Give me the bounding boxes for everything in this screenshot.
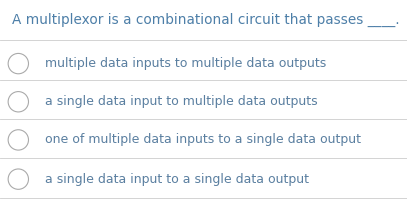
Text: multiple data inputs to multiple data outputs: multiple data inputs to multiple data ou… — [45, 57, 326, 70]
Text: a single data input to a single data output: a single data input to a single data out… — [45, 173, 309, 186]
Text: a single data input to multiple data outputs: a single data input to multiple data out… — [45, 95, 317, 108]
Text: A multiplexor is a combinational circuit that passes ____.: A multiplexor is a combinational circuit… — [12, 13, 400, 27]
Text: one of multiple data inputs to a single data output: one of multiple data inputs to a single … — [45, 133, 361, 146]
